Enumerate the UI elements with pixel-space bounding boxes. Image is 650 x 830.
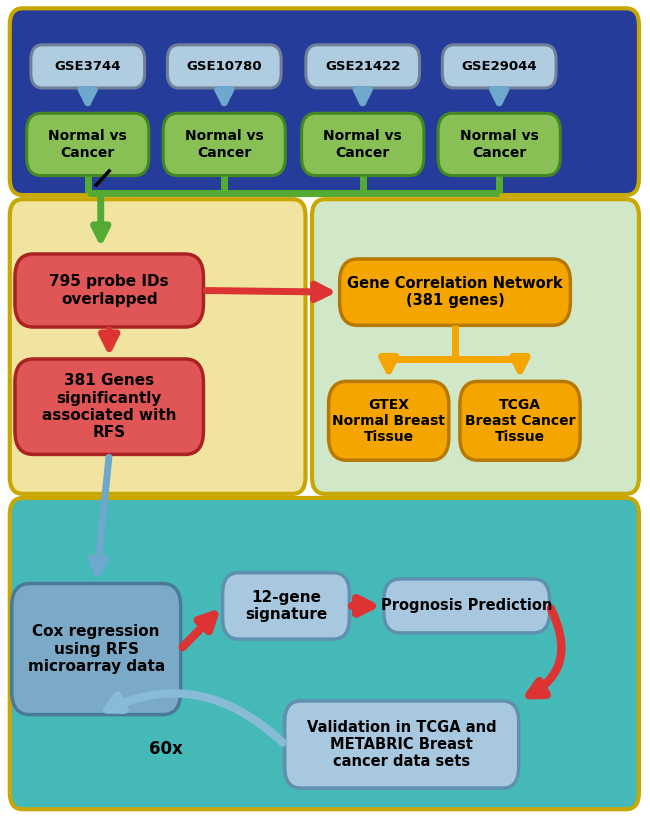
Text: Normal vs
Cancer: Normal vs Cancer [460, 129, 539, 159]
FancyBboxPatch shape [460, 382, 580, 460]
Text: Normal vs
Cancer: Normal vs Cancer [185, 129, 264, 159]
Text: 795 probe IDs
overlapped: 795 probe IDs overlapped [49, 274, 169, 307]
FancyBboxPatch shape [438, 114, 560, 176]
Text: GSE29044: GSE29044 [462, 60, 537, 73]
Text: Validation in TCGA and
METABRIC Breast
cancer data sets: Validation in TCGA and METABRIC Breast c… [307, 720, 497, 769]
FancyBboxPatch shape [442, 45, 556, 88]
Text: GSE3744: GSE3744 [55, 60, 121, 73]
FancyBboxPatch shape [306, 45, 420, 88]
FancyBboxPatch shape [384, 579, 550, 632]
FancyBboxPatch shape [12, 583, 181, 715]
FancyBboxPatch shape [10, 199, 306, 494]
Text: 60x: 60x [149, 740, 183, 758]
FancyBboxPatch shape [15, 254, 203, 327]
Text: Cox regression
using RFS
microarray data: Cox regression using RFS microarray data [27, 624, 165, 674]
FancyBboxPatch shape [10, 8, 639, 195]
FancyBboxPatch shape [312, 199, 639, 494]
Text: GSE10780: GSE10780 [187, 60, 262, 73]
FancyBboxPatch shape [163, 114, 285, 176]
FancyBboxPatch shape [222, 573, 350, 639]
FancyBboxPatch shape [328, 382, 448, 460]
Text: Normal vs
Cancer: Normal vs Cancer [323, 129, 402, 159]
Text: GSE21422: GSE21422 [325, 60, 400, 73]
Text: 12-gene
signature: 12-gene signature [245, 589, 327, 622]
Text: 381 Genes
significantly
associated with
RFS: 381 Genes significantly associated with … [42, 374, 176, 440]
Text: GTEX
Normal Breast
Tissue: GTEX Normal Breast Tissue [332, 398, 445, 444]
Text: TCGA
Breast Cancer
Tissue: TCGA Breast Cancer Tissue [465, 398, 575, 444]
FancyBboxPatch shape [302, 114, 424, 176]
FancyBboxPatch shape [285, 701, 519, 788]
Text: Gene Correlation Network
(381 genes): Gene Correlation Network (381 genes) [347, 276, 563, 309]
Text: Prognosis Prediction: Prognosis Prediction [381, 598, 552, 613]
FancyBboxPatch shape [15, 359, 203, 455]
FancyBboxPatch shape [31, 45, 144, 88]
FancyBboxPatch shape [10, 498, 639, 809]
Text: Normal vs
Cancer: Normal vs Cancer [48, 129, 127, 159]
FancyBboxPatch shape [167, 45, 281, 88]
FancyBboxPatch shape [27, 114, 149, 176]
FancyBboxPatch shape [339, 259, 571, 325]
